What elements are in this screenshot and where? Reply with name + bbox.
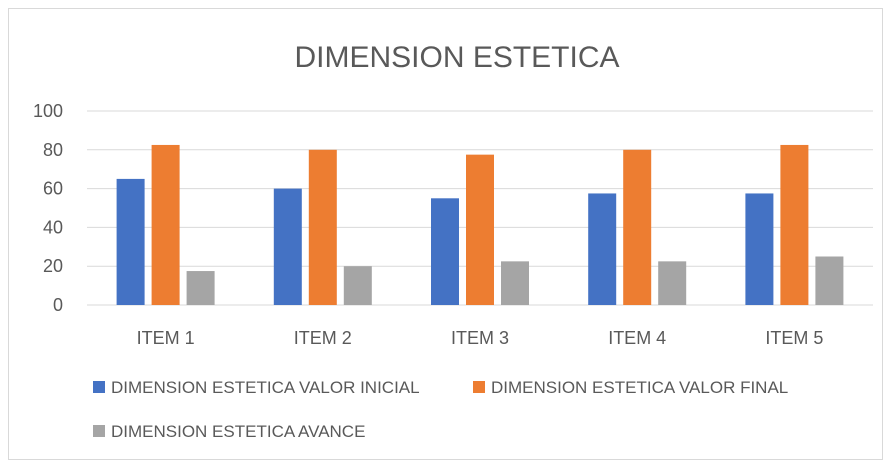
bar-series-1-item-1	[116, 178, 145, 305]
chart-title: DIMENSION ESTETICA	[294, 41, 619, 74]
bar-series-2-item-3	[466, 154, 494, 305]
y-tick-label: 0	[53, 295, 63, 315]
bar-series-2-item-2	[308, 149, 337, 305]
bar-series-1-item-3	[431, 198, 459, 305]
bar-series-2-item-1	[151, 144, 180, 305]
y-tick-label: 60	[43, 179, 63, 199]
legend-label: DIMENSION ESTETICA AVANCE	[111, 422, 365, 441]
legend: DIMENSION ESTETICA VALOR INICIAL DIMENSIO…	[93, 378, 788, 441]
legend-swatch	[473, 381, 485, 393]
gridlines	[87, 110, 873, 306]
bar-series-1-item-5	[745, 193, 774, 305]
y-tick-label: 20	[43, 256, 63, 276]
legend-label: DIMENSION ESTETICA VALOR INICIAL	[111, 378, 420, 397]
bar-series-2-item-4	[623, 149, 652, 305]
y-tick-label: 80	[43, 140, 63, 160]
bar-series-3-item-4	[658, 261, 687, 305]
bar-series-3-item-2	[343, 266, 372, 305]
y-tick-label: 100	[33, 101, 63, 121]
y-tick-label: 40	[43, 217, 63, 237]
legend-swatch	[93, 381, 105, 393]
x-tick-label: ITEM 2	[294, 328, 352, 348]
x-tick-label: ITEM 4	[608, 328, 666, 348]
bar-series-1-item-2	[273, 188, 302, 305]
bar-series-3-item-3	[501, 261, 529, 305]
legend-label: DIMENSION ESTETICA VALOR FINAL	[491, 378, 788, 397]
x-axis-ticks: ITEM 1 ITEM 2 ITEM 3 ITEM 4 ITEM 5	[137, 328, 824, 348]
bar-series-2-item-5	[780, 144, 809, 305]
x-tick-label: ITEM 3	[451, 328, 509, 348]
x-tick-label: ITEM 1	[137, 328, 195, 348]
bar-series-1-item-4	[588, 193, 617, 305]
bar-series-3-item-5	[815, 256, 844, 305]
bar-series-3-item-1	[186, 271, 215, 305]
bars	[116, 144, 844, 305]
x-tick-label: ITEM 5	[765, 328, 823, 348]
legend-swatch	[93, 425, 105, 437]
y-axis-ticks: 0 20 40 60 80 100	[33, 101, 63, 315]
